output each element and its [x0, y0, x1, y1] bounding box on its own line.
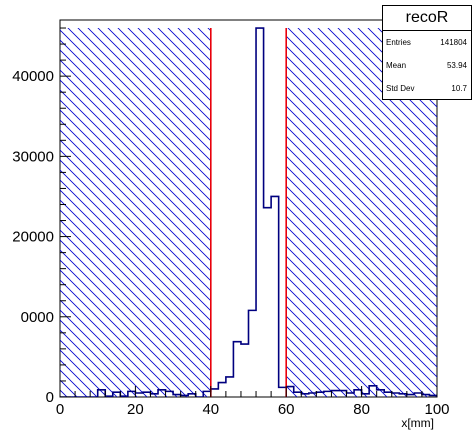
y-tick-label-3: 30000 [12, 148, 54, 165]
stats-value: 10.7 [451, 84, 467, 93]
stats-label: Std Dev [386, 84, 415, 93]
x-tick-label-1: 20 [127, 401, 144, 418]
stats-label: Mean [386, 61, 407, 70]
histogram-bin-25 [249, 310, 257, 397]
stats-row-stddev: Std Dev 10.7 [383, 77, 471, 100]
y-tick-label-0: 0 [46, 389, 54, 406]
x-axis-label: x[mm] [401, 416, 434, 430]
histogram-bin-23 [233, 342, 241, 397]
stats-label: Entries [386, 38, 411, 47]
stats-value: 53.94 [446, 61, 467, 70]
x-tick-label-2: 40 [202, 401, 219, 418]
histogram-bin-24 [241, 344, 249, 397]
excluded-region-0 [60, 28, 211, 397]
x-tick-label-4: 80 [353, 401, 370, 418]
histogram-bin-21 [218, 383, 226, 397]
histogram-bin-20 [211, 389, 219, 397]
stats-row-mean: Mean 53.94 [383, 54, 471, 77]
x-tick-label-3: 60 [278, 401, 295, 418]
y-tick-label-2: 20000 [12, 229, 54, 246]
x-tick-label-5: 100 [424, 401, 449, 418]
histogram-bin-26 [256, 28, 264, 397]
stats-row-entries: Entries 141804 [383, 31, 471, 54]
y-tick-label-1: 0000 [21, 309, 54, 326]
histogram-bin-29 [279, 387, 287, 397]
stats-value: 141804 [440, 38, 467, 47]
x-tick-label-0: 0 [56, 401, 64, 418]
histogram-bin-22 [226, 377, 234, 397]
y-tick-label-4: 40000 [12, 68, 54, 85]
stats-title: recoR [383, 6, 471, 31]
stats-box: recoR Entries 141804 Mean 53.94 Std Dev … [382, 5, 472, 100]
histogram-bin-27 [264, 208, 272, 397]
histogram-bin-28 [271, 196, 279, 397]
